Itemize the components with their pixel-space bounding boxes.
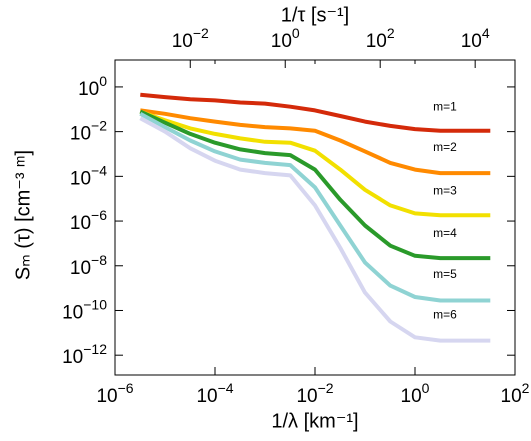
y-tick-label: 10−2	[70, 117, 107, 144]
x-tick-label: 10−2	[296, 380, 333, 407]
y-axis-label: Sₘ (τ) [cm⁻³ ᵐ]	[12, 150, 34, 280]
legend-label: m=3	[433, 184, 457, 198]
series-line	[139, 109, 491, 261]
series-line	[140, 108, 491, 176]
x-axis-label: 1/λ [km⁻¹]	[271, 410, 358, 432]
x-tick-label: 10−6	[96, 380, 133, 407]
legend-label: m=2	[433, 140, 457, 154]
y-tick-label: 100	[78, 73, 107, 100]
series-line	[139, 109, 491, 218]
x2-tick-label: 100	[271, 25, 300, 52]
x-tick-label: 102	[501, 380, 530, 407]
x-tick-label: 100	[401, 380, 430, 407]
series-line	[139, 112, 491, 303]
series-line	[139, 116, 491, 343]
legend-label: m=1	[433, 99, 457, 113]
x2-axis-label: 1/τ [s⁻¹]	[281, 4, 349, 26]
y-tick-label: 10−4	[70, 162, 107, 189]
x2-tick-label: 104	[461, 25, 490, 52]
legend-label: m=4	[433, 226, 457, 240]
series-line	[140, 92, 491, 133]
y-tick-label: 10−10	[62, 296, 107, 323]
legend-label: m=6	[433, 307, 457, 321]
x2-tick-label: 10−2	[172, 25, 209, 52]
y-tick-label: 10−12	[62, 341, 107, 368]
x2-tick-label: 102	[366, 25, 395, 52]
y-tick-label: 10−6	[70, 207, 107, 234]
y-tick-label: 10−8	[70, 251, 107, 278]
x-tick-label: 10−4	[196, 380, 233, 407]
legend-label: m=5	[433, 267, 457, 281]
